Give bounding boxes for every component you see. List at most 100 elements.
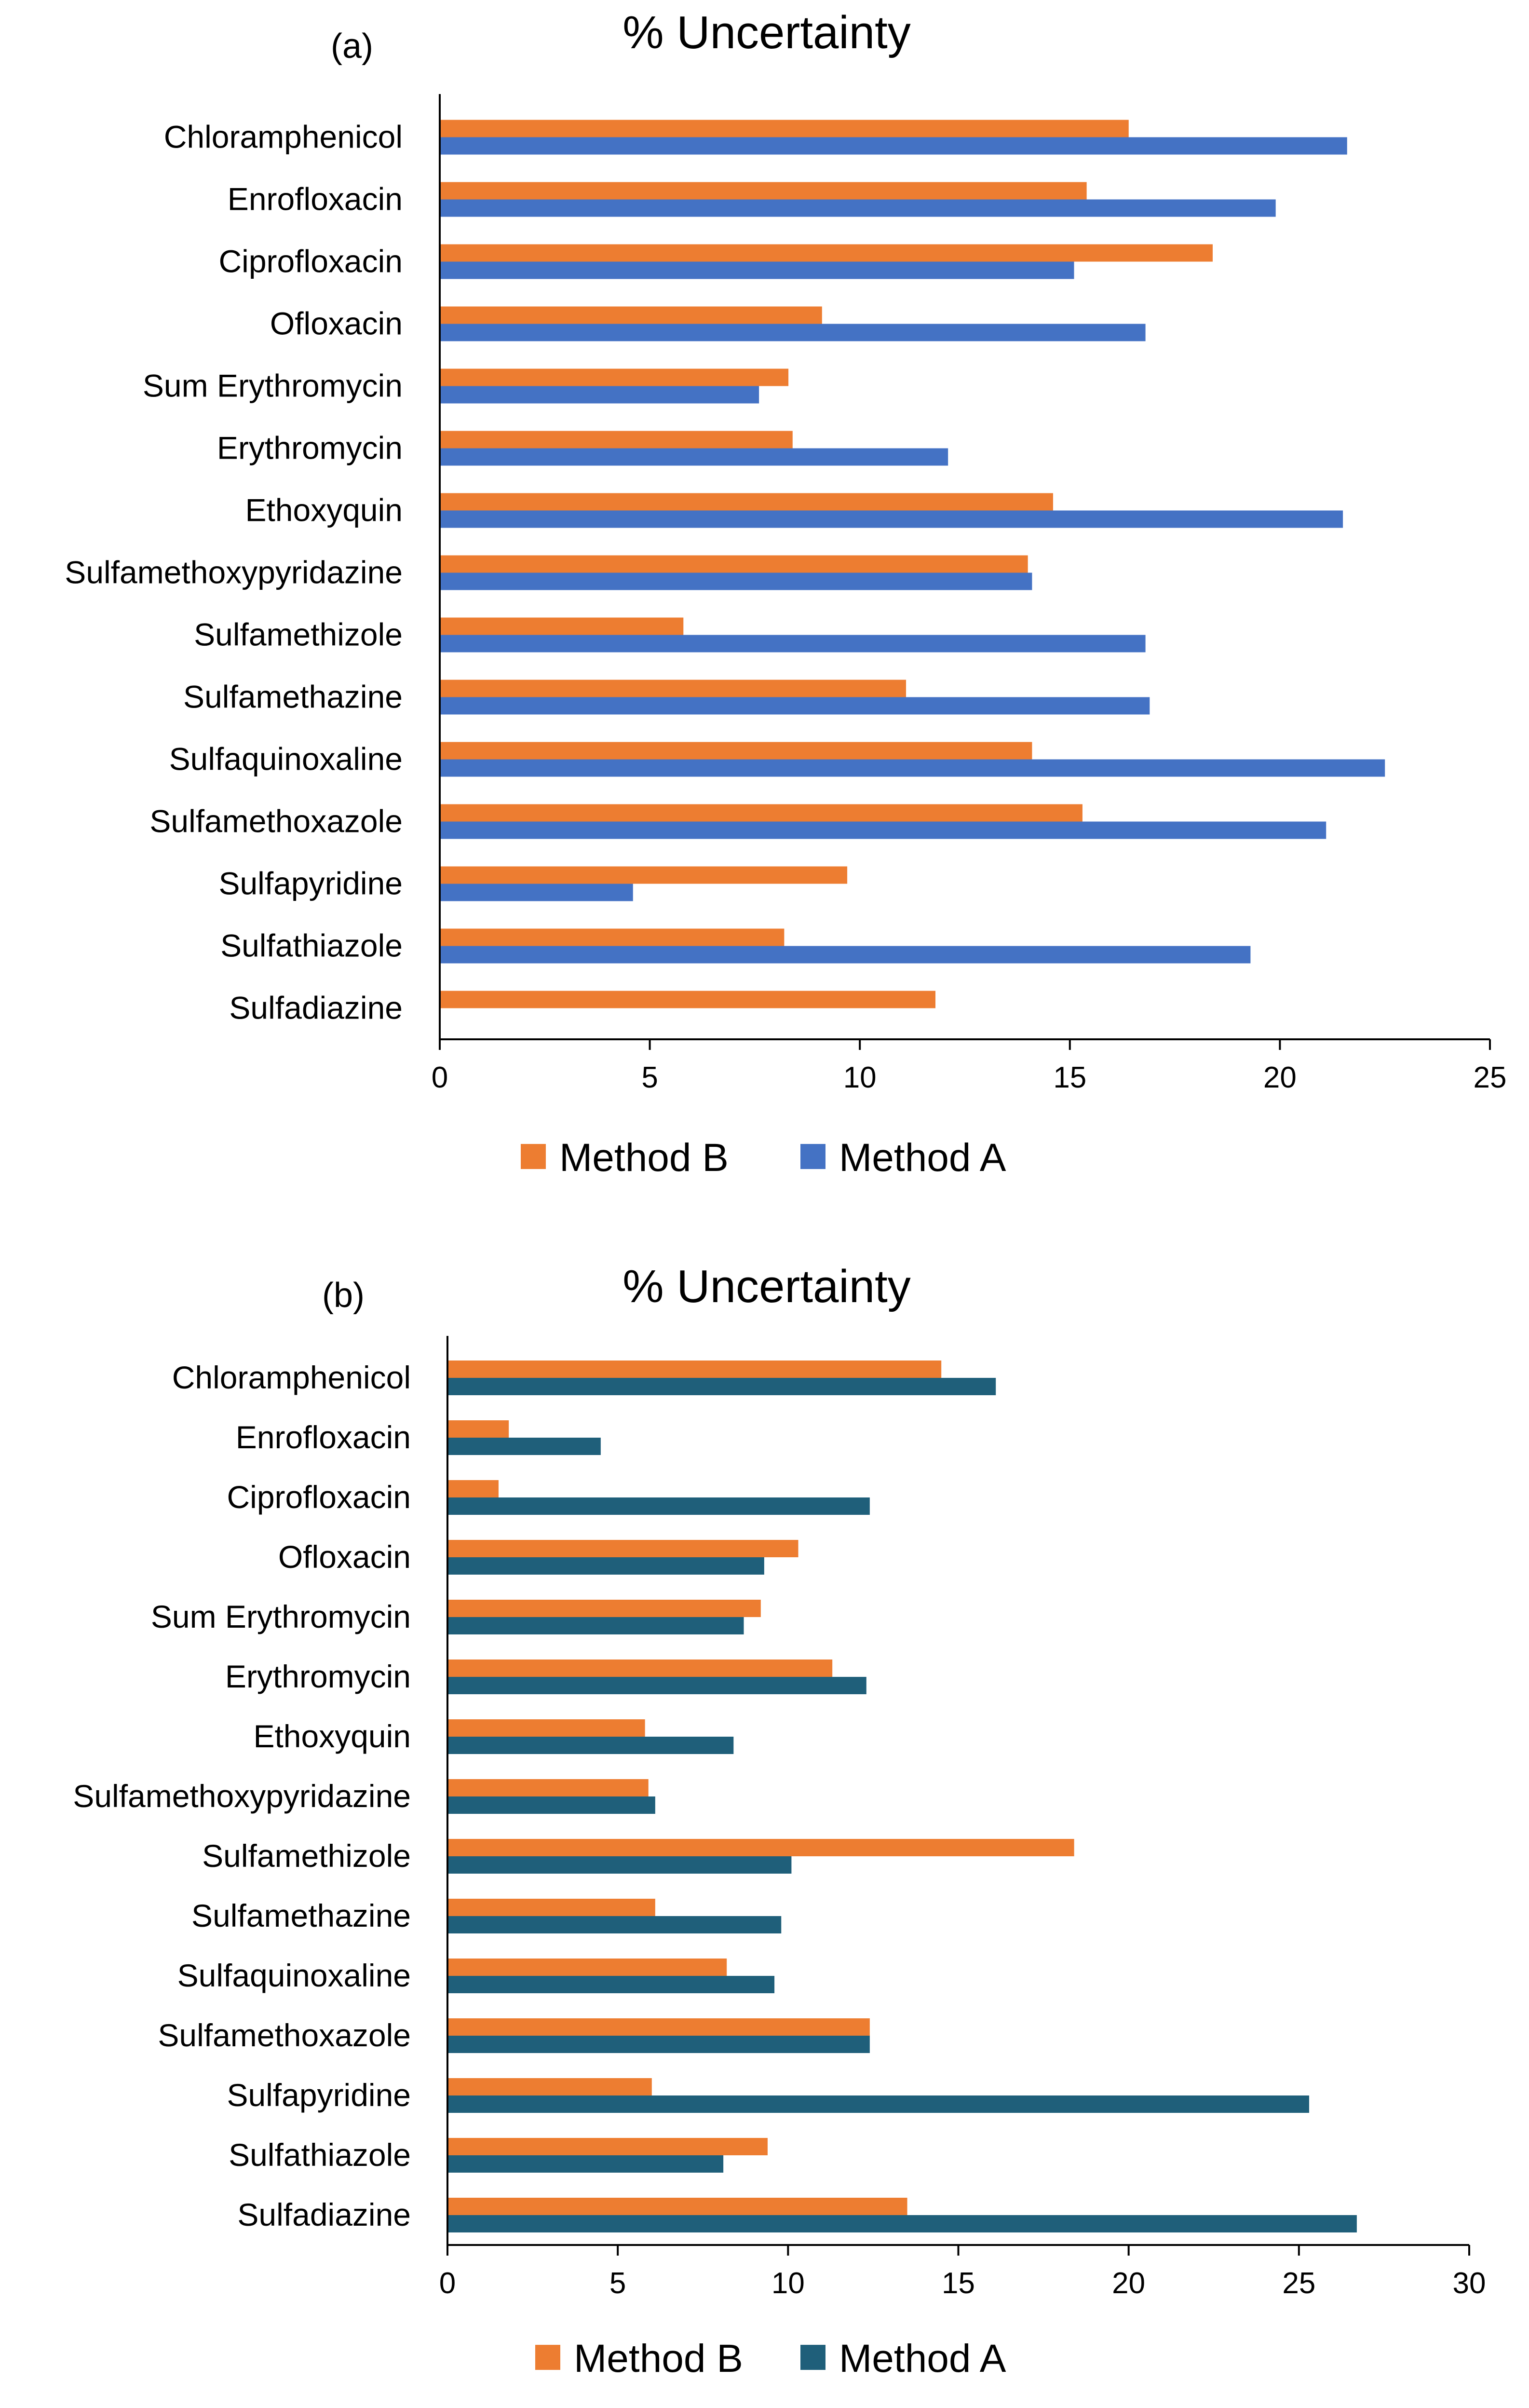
panel-b-bar-method-b-ciprofloxacin xyxy=(447,1480,499,1497)
panel-a-bar-method-b-ethoxyquin xyxy=(440,493,1053,511)
panel-a-bar-method-b-chloramphenicol xyxy=(440,120,1129,137)
panel-a-bar-method-b-sulfamethazine xyxy=(440,680,907,697)
panel-a-bar-method-a-sulfamethoxazole xyxy=(440,821,1326,839)
panel-a-bar-method-a-sulfamethoxypyridazine xyxy=(440,572,1032,590)
panel-b-category-label-enrofloxacin: Enrofloxacin xyxy=(236,1419,411,1455)
panel-a-x-tick-label-15: 15 xyxy=(1053,1061,1086,1094)
panel-b-bar-method-b-sulfamethoxypyridazine xyxy=(447,1779,649,1796)
panel-b-bar-method-b-sum-erythromycin xyxy=(447,1600,761,1617)
panel-a-category-label-sum-erythromycin: Sum Erythromycin xyxy=(143,368,403,404)
panel-a-bar-method-b-sulfapyridine xyxy=(440,866,848,884)
panel-b-x-tick-label-0: 0 xyxy=(439,2267,456,2300)
panel-b-bar-method-a-chloramphenicol xyxy=(447,1378,996,1395)
panel-a-bar-method-b-sulfathiazole xyxy=(440,928,785,946)
panel-b-category-label-ciprofloxacin: Ciprofloxacin xyxy=(227,1479,411,1515)
panel-b-bar-method-b-sulfaquinoxaline xyxy=(447,1959,727,1976)
panel-b-bar-method-a-sulfamethoxypyridazine xyxy=(447,1796,655,1814)
panel-b-label: (b) xyxy=(322,1276,365,1315)
panel-b-bar-method-b-erythromycin xyxy=(447,1660,833,1677)
panel-a-bar-method-a-sulfathiazole xyxy=(440,946,1251,964)
panel-b-bar-method-b-chloramphenicol xyxy=(447,1360,942,1378)
panel-a-bar-method-a-sulfaquinoxaline xyxy=(440,759,1385,777)
panel-a-legend-label-method-b: Method B xyxy=(559,1136,729,1180)
panel-a-bar-method-a-chloramphenicol xyxy=(440,137,1347,155)
panel-b-bar-method-b-sulfapyridine xyxy=(447,2078,652,2095)
panel-a-category-label-sulfamethoxazole: Sulfamethoxazole xyxy=(149,803,403,839)
panel-a-category-label-sulfamethoxypyridazine: Sulfamethoxypyridazine xyxy=(65,555,403,590)
panel-b-bar-method-a-ofloxacin xyxy=(447,1557,764,1575)
panel-b-bar-method-a-sulfathiazole xyxy=(447,2155,724,2173)
panel-b-bar-method-a-sulfadiazine xyxy=(447,2215,1357,2232)
panel-b-bar-method-a-sulfapyridine xyxy=(447,2095,1310,2113)
panel-a-category-label-enrofloxacin: Enrofloxacin xyxy=(228,181,403,217)
panel-b-bar-method-b-ofloxacin xyxy=(447,1540,798,1557)
panel-b-bar-method-a-sulfaquinoxaline xyxy=(447,1976,775,1993)
panel-b-bar-method-b-enrofloxacin xyxy=(447,1420,509,1438)
panel-b-x-tick-label-10: 10 xyxy=(771,2267,805,2300)
panel-a-bar-method-a-sum-erythromycin xyxy=(440,386,759,404)
panel-b-category-label-sulfamethazine: Sulfamethazine xyxy=(191,1898,411,1933)
panel-b-x-tick-label-5: 5 xyxy=(609,2267,626,2300)
panel-b-category-label-sulfapyridine: Sulfapyridine xyxy=(227,2077,411,2113)
panel-b-category-label-sulfathiazole: Sulfathiazole xyxy=(229,2137,411,2173)
panel-b-x-tick-label-20: 20 xyxy=(1112,2267,1145,2300)
panel-a-category-label-sulfadiazine: Sulfadiazine xyxy=(229,990,403,1026)
panel-a-bar-method-b-ciprofloxacin xyxy=(440,244,1213,262)
panel-b-x-tick-label-30: 30 xyxy=(1453,2267,1486,2300)
panel-b-bar-method-a-sulfamethizole xyxy=(447,1856,792,1874)
panel-a-x-tick-label-0: 0 xyxy=(432,1061,448,1094)
panel-b-category-label-sulfamethoxypyridazine: Sulfamethoxypyridazine xyxy=(73,1778,411,1814)
panel-a-bar-method-a-erythromycin xyxy=(440,448,948,466)
panel-b-plot-area: Chloramphenicol Enrofloxacin Ciprofloxacin… xyxy=(73,1336,1486,2300)
panel-b-legend-label-method-b: Method B xyxy=(574,2337,743,2381)
panel-a-title: % Uncertainty xyxy=(622,7,911,58)
panel-a-category-label-ofloxacin: Ofloxacin xyxy=(270,306,403,341)
panel-a-bar-method-a-ethoxyquin xyxy=(440,510,1343,528)
panel-a-bar-method-b-enrofloxacin xyxy=(440,182,1087,200)
panel-a-bar-method-b-sulfadiazine xyxy=(440,991,936,1008)
panel-a-bar-method-a-ofloxacin xyxy=(440,324,1146,341)
panel-b-bar-method-a-erythromycin xyxy=(447,1677,866,1694)
panel-a-legend: Method B Method A xyxy=(521,1136,1006,1180)
panel-b-category-label-sulfamethizole: Sulfamethizole xyxy=(202,1838,411,1874)
panel-a-category-label-sulfaquinoxaline: Sulfaquinoxaline xyxy=(169,741,403,777)
panel-b-bar-method-a-sum-erythromycin xyxy=(447,1617,744,1634)
panel-b-bar-method-b-sulfamethazine xyxy=(447,1899,655,1916)
panel-b-bar-method-a-sulfamethoxazole xyxy=(447,2036,870,2053)
panel-b-category-label-sulfadiazine: Sulfadiazine xyxy=(237,2197,411,2232)
panel-b-legend: Method B Method A xyxy=(535,2337,1006,2381)
panel-a-label: (a) xyxy=(331,27,373,66)
panel-b-bar-method-a-sulfamethazine xyxy=(447,1916,782,1933)
panel-a-category-label-ethoxyquin: Ethoxyquin xyxy=(245,492,403,528)
panel-a-bar-method-b-sum-erythromycin xyxy=(440,368,789,386)
panel-a-category-label-erythromycin: Erythromycin xyxy=(217,430,403,466)
panel-b-category-label-sum-erythromycin: Sum Erythromycin xyxy=(151,1599,411,1634)
panel-b-category-label-ofloxacin: Ofloxacin xyxy=(278,1539,411,1575)
panel-a-bar-method-a-sulfapyridine xyxy=(440,884,633,901)
panel-a-bar-method-a-enrofloxacin xyxy=(440,199,1276,217)
panel-a-bar-method-a-sulfamethazine xyxy=(440,697,1150,715)
panel-a-bar-method-b-sulfamethizole xyxy=(440,617,684,635)
panel-a-x-tick-label-5: 5 xyxy=(641,1061,658,1094)
panel-b-category-label-ethoxyquin: Ethoxyquin xyxy=(253,1718,411,1754)
panel-a-x-tick-label-10: 10 xyxy=(843,1061,877,1094)
panel-b: (b) % Uncertainty Chloramphenicol Enroflo… xyxy=(73,1261,1486,2381)
panel-a-category-label-chloramphenicol: Chloramphenicol xyxy=(164,119,403,155)
panel-b-category-label-chloramphenicol: Chloramphenicol xyxy=(172,1360,411,1395)
panel-a-x-tick-label-25: 25 xyxy=(1474,1061,1507,1094)
panel-a-bar-method-b-sulfamethoxazole xyxy=(440,804,1082,822)
panel-a-bar-method-b-ofloxacin xyxy=(440,306,822,324)
panel-b-bar-method-a-ethoxyquin xyxy=(447,1737,734,1754)
panel-a-category-label-sulfathiazole: Sulfathiazole xyxy=(220,928,403,964)
panel-a-category-label-sulfapyridine: Sulfapyridine xyxy=(218,866,403,901)
panel-a-legend-swatch-method-b xyxy=(521,1144,546,1169)
panel-b-bar-method-b-ethoxyquin xyxy=(447,1719,645,1737)
panel-b-x-tick-label-25: 25 xyxy=(1282,2267,1315,2300)
panel-b-bar-method-b-sulfamethizole xyxy=(447,1839,1074,1856)
panel-b-bar-method-a-ciprofloxacin xyxy=(447,1497,870,1515)
panel-b-category-label-erythromycin: Erythromycin xyxy=(225,1659,411,1694)
panel-a-category-label-sulfamethizole: Sulfamethizole xyxy=(194,617,403,653)
panel-a-legend-label-method-a: Method A xyxy=(839,1136,1006,1180)
panel-a-x-tick-label-20: 20 xyxy=(1263,1061,1297,1094)
